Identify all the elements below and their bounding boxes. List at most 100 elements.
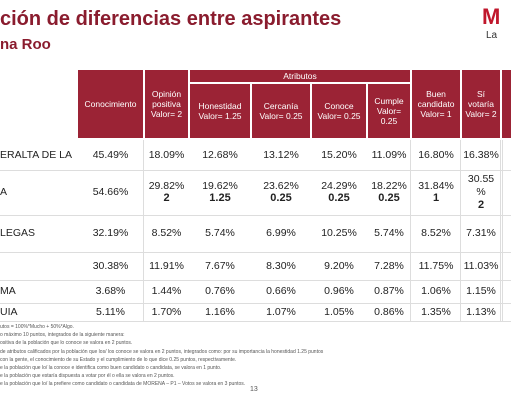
cell-value: 7.31% <box>466 227 496 240</box>
table-cell: 7.28% <box>368 252 410 280</box>
column-header: Sí votaría Valor= 2 <box>462 70 500 138</box>
table-cell: 0.76% <box>190 280 250 303</box>
row-divider <box>0 321 511 322</box>
title: ción de diferencias entre aspirantes <box>0 8 342 30</box>
footnote: e la población que lo/ la prefiere como … <box>0 381 246 388</box>
row-divider <box>0 280 511 281</box>
table-cell: 31.84% 1 <box>412 170 460 215</box>
cell-value: 1.15% <box>466 285 496 298</box>
table-cell: 1.13% <box>462 303 500 321</box>
footnote: ositiva de la población que lo conoce se… <box>0 340 133 347</box>
table-cell: 1.06% <box>412 280 460 303</box>
cell-value: 0.87% <box>374 285 404 298</box>
footnote: e la población que lo/ la conoce e ident… <box>0 365 222 371</box>
cell-value: 54.66% <box>92 186 129 199</box>
footnote: de atributos calificados por la població… <box>0 348 324 355</box>
row-divider <box>0 215 511 216</box>
cell-value: 3.68% <box>95 285 126 298</box>
cell-value: 1.06% <box>421 285 451 298</box>
table-cell: 1.05% <box>312 303 366 321</box>
footnote: utos = 100%*Mucho + 50%*Algo. <box>0 324 74 330</box>
cell-value: 1.07% <box>266 305 296 318</box>
cell-value: 16.38% <box>463 148 499 161</box>
column-header: Cercanía Valor= 0.25 <box>252 84 310 138</box>
cell-score: 1 <box>432 192 440 205</box>
cell-value: 18.09% <box>148 148 185 161</box>
cell-value: 23.62% <box>263 179 299 192</box>
cell-score: 0.25 <box>328 192 350 205</box>
row-label <box>0 252 76 280</box>
table-cell: 11.03% <box>462 252 500 280</box>
cell-value: 8.30% <box>266 259 296 272</box>
cropped-cell <box>502 170 511 215</box>
cell-value: 12.68% <box>202 148 238 161</box>
cell-value: 45.49% <box>92 148 129 161</box>
table-cell: 8.30% <box>252 252 310 280</box>
page-number: 13 <box>250 386 258 393</box>
row-label: UIA <box>0 305 18 318</box>
cell-value: 29.82% <box>148 179 185 192</box>
table-cell: 16.80% <box>412 140 460 170</box>
table-cell: 11.75% <box>412 252 460 280</box>
cell-value: 0.96% <box>324 285 354 298</box>
cropped-cell <box>502 280 511 303</box>
table-cell: 1.15% <box>462 280 500 303</box>
column-header: Conoce Valor= 0.25 <box>312 84 366 138</box>
table-cell: 7.31% <box>462 215 500 252</box>
column-header: Opinión positiva Valor= 2 <box>145 70 188 138</box>
table-cell: 45.49% <box>78 140 143 170</box>
table-cell: 9.20% <box>312 252 366 280</box>
table-cell: 3.68% <box>78 280 143 303</box>
row-divider <box>0 252 511 253</box>
table-cell: 10.25% <box>312 215 366 252</box>
table-cell: 16.38% <box>462 140 500 170</box>
cell-value: 11.91% <box>149 259 184 272</box>
table-cell: 0.86% <box>368 303 410 321</box>
table-cell: 0.87% <box>368 280 410 303</box>
column-header: Buen candidato Valor= 1 <box>412 70 460 138</box>
column-header: Conocimiento <box>78 70 143 138</box>
table-cell: 18.09% <box>145 140 188 170</box>
row-divider <box>0 303 511 304</box>
cell-value: 0.76% <box>205 285 235 298</box>
column-divider <box>460 140 461 321</box>
table-cell: 0.66% <box>252 280 310 303</box>
cell-score: 2 <box>163 192 170 205</box>
cell-value: 11.09% <box>371 148 407 161</box>
cell-value: 11.75% <box>418 259 454 272</box>
cell-value: 31.84% <box>418 179 454 192</box>
table-cell: 54.66% <box>78 170 143 215</box>
column-header: Honestidad Valor= 1.25 <box>190 84 250 138</box>
table-cell: 11.91% <box>145 252 188 280</box>
table-cell: 1.44% <box>145 280 188 303</box>
table-cell: 11.09% <box>368 140 410 170</box>
table-cell: 5.11% <box>78 303 143 321</box>
cell-value: 15.20% <box>321 148 357 161</box>
table-cell: 1.70% <box>145 303 188 321</box>
cropped-cell <box>502 140 511 170</box>
cell-value: 13.12% <box>263 148 299 161</box>
table-cell: 1.07% <box>252 303 310 321</box>
cell-value: 8.52% <box>421 227 451 240</box>
cell-value: 19.62% <box>202 179 238 192</box>
table-cell: 13.12% <box>252 140 310 170</box>
table-cell: 0.96% <box>312 280 366 303</box>
row-label: ERALTA DE LA <box>0 148 72 161</box>
cell-value: 5.74% <box>205 227 235 240</box>
table-cell: 32.19% <box>78 215 143 252</box>
cell-value: 1.16% <box>205 305 235 318</box>
cell-value: 10.25% <box>321 227 357 240</box>
row-label: MA <box>0 285 16 298</box>
cell-value: 0.66% <box>266 285 296 298</box>
cell-value: 30.55 % <box>467 173 495 198</box>
cell-value: 6.99% <box>266 227 296 240</box>
footnote: con la gente, el conocimiento de su Esta… <box>0 356 237 363</box>
group-header: Atributos <box>190 70 410 82</box>
row-divider <box>0 170 511 171</box>
table-cell: 19.62% 1.25 <box>190 170 250 215</box>
cell-value: 8.52% <box>151 227 182 240</box>
cell-value: 18.22% <box>371 179 407 192</box>
row-label: LEGAS <box>0 227 36 240</box>
cell-score: 2 <box>477 198 485 211</box>
